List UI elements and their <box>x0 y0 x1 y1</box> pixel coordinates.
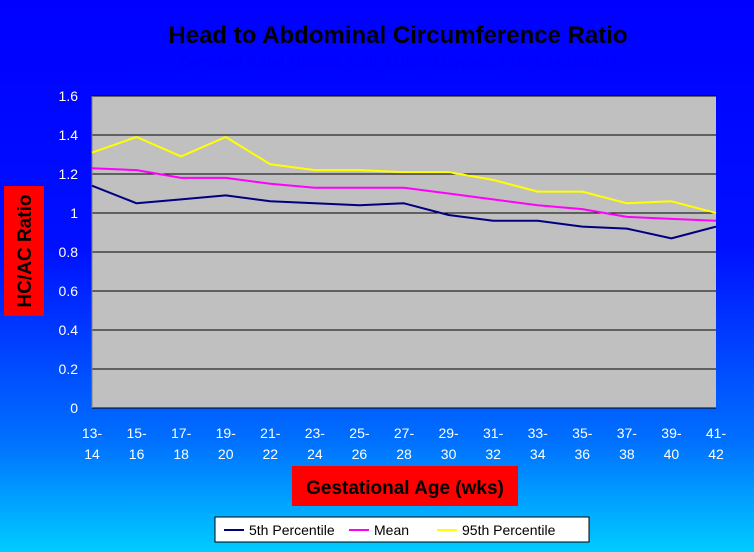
y-tick-label: 0.6 <box>59 283 79 299</box>
x-tick-label: 26 <box>352 446 368 462</box>
legend-items: 5th Percentile Mean 95th Percentile <box>224 522 556 538</box>
y-tick-label: 0.8 <box>59 244 79 260</box>
x-tick-label: 29- <box>438 425 459 441</box>
legend-label-mean: Mean <box>374 522 409 538</box>
y-tick-label: 0.4 <box>59 322 79 338</box>
x-tick-label: 22 <box>262 446 278 462</box>
gridlines <box>91 95 716 409</box>
series-layer <box>91 136 717 240</box>
x-axis-label-background <box>292 466 518 506</box>
x-tick-label: 18 <box>173 446 189 462</box>
y-axis-label-box: HC/AC Ratio <box>4 186 44 316</box>
x-tick-label: 27- <box>394 425 415 441</box>
x-tick-label: 13- <box>82 425 103 441</box>
chart-title: Head to Abdominal Circumference Ratio <box>168 22 627 49</box>
y-tick-label: 1.6 <box>59 88 79 104</box>
y-tick-label: 0 <box>70 400 78 416</box>
x-tick-label: 32 <box>485 446 501 462</box>
x-axis-ticks: 13- 14 15- 16 17- 18 19- 20 21- 22 23- 24 25- 26 27- 28… <box>82 425 727 462</box>
series-line-5th-percentile <box>91 184 717 240</box>
legend-label-5th-percentile: 5th Percentile <box>249 522 335 538</box>
legend: 5th Percentile Mean 95th Percentile <box>214 516 590 543</box>
x-tick-label: 15- <box>126 425 147 441</box>
y-tick-label: 1 <box>70 205 78 221</box>
x-tick-label: 23- <box>305 425 326 441</box>
y-tick-label: 1.2 <box>59 166 79 182</box>
x-tick-label: 39- <box>661 425 682 441</box>
y-tick-label: 1.4 <box>59 127 79 143</box>
legend-background <box>214 516 590 543</box>
x-tick-label: 36 <box>574 446 590 462</box>
legend-label-95th-percentile: 95th Percentile <box>462 522 556 538</box>
y-axis-label: HC/AC Ratio <box>15 195 36 308</box>
x-tick-label: 33- <box>528 425 549 441</box>
x-tick-label: 24 <box>307 446 323 462</box>
x-axis-label: Gestational Age (wks) <box>306 478 504 499</box>
series-line-95th-percentile <box>91 136 717 214</box>
x-tick-label: 35- <box>572 425 593 441</box>
x-tick-label: 28 <box>396 446 412 462</box>
x-tick-label: 30 <box>441 446 457 462</box>
chart-subtitle: Campbell S and Thomas A. Br J Obstet Gyn… <box>179 53 617 69</box>
y-tick-label: 0.2 <box>59 361 79 377</box>
x-tick-label: 42 <box>708 446 724 462</box>
x-tick-label: 14 <box>84 446 100 462</box>
series-line-mean <box>91 167 717 222</box>
x-tick-label: 16 <box>129 446 145 462</box>
x-tick-label: 19- <box>216 425 237 441</box>
x-tick-label: 25- <box>349 425 370 441</box>
x-tick-label: 41- <box>706 425 727 441</box>
x-tick-label: 38 <box>619 446 635 462</box>
y-axis-ticks: 0 0.2 0.4 0.6 0.8 1 1.2 1.4 1.6 <box>59 88 79 416</box>
x-tick-label: 20 <box>218 446 234 462</box>
y-axis-label-background <box>4 186 44 316</box>
x-tick-label: 34 <box>530 446 546 462</box>
x-tick-label: 37- <box>617 425 638 441</box>
x-axis-label-box: Gestational Age (wks) <box>292 466 518 506</box>
x-tick-label: 17- <box>171 425 192 441</box>
x-tick-label: 21- <box>260 425 281 441</box>
x-tick-label: 40 <box>664 446 680 462</box>
x-tick-label: 31- <box>483 425 504 441</box>
